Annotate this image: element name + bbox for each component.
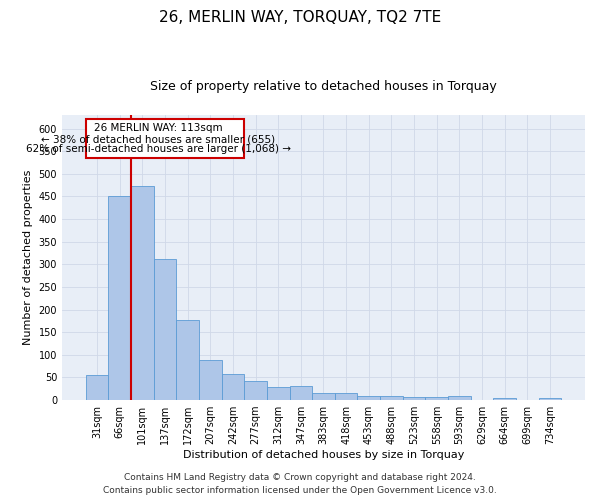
Y-axis label: Number of detached properties: Number of detached properties [23,170,33,345]
Bar [380,396,403,400]
Text: 26, MERLIN WAY, TORQUAY, TQ2 7TE: 26, MERLIN WAY, TORQUAY, TQ2 7TE [159,10,441,25]
Bar [358,396,380,400]
Bar [109,196,131,400]
Bar [267,386,290,400]
Bar [290,386,312,400]
FancyBboxPatch shape [86,118,244,158]
Bar [448,396,470,400]
Bar [403,398,425,400]
Bar [244,381,267,400]
Bar [312,394,335,400]
Title: Size of property relative to detached houses in Torquay: Size of property relative to detached ho… [150,80,497,93]
Bar [539,398,561,400]
Text: 26 MERLIN WAY: 113sqm: 26 MERLIN WAY: 113sqm [94,124,223,134]
X-axis label: Distribution of detached houses by size in Torquay: Distribution of detached houses by size … [183,450,464,460]
Bar [176,320,199,400]
Bar [493,398,516,400]
Text: 62% of semi-detached houses are larger (1,068) →: 62% of semi-detached houses are larger (… [26,144,290,154]
Bar [335,394,358,400]
Bar [154,259,176,400]
Text: ← 38% of detached houses are smaller (655): ← 38% of detached houses are smaller (65… [41,134,275,144]
Bar [86,375,109,400]
Bar [425,398,448,400]
Bar [131,186,154,400]
Bar [199,360,221,400]
Text: Contains HM Land Registry data © Crown copyright and database right 2024.
Contai: Contains HM Land Registry data © Crown c… [103,474,497,495]
Bar [221,374,244,400]
